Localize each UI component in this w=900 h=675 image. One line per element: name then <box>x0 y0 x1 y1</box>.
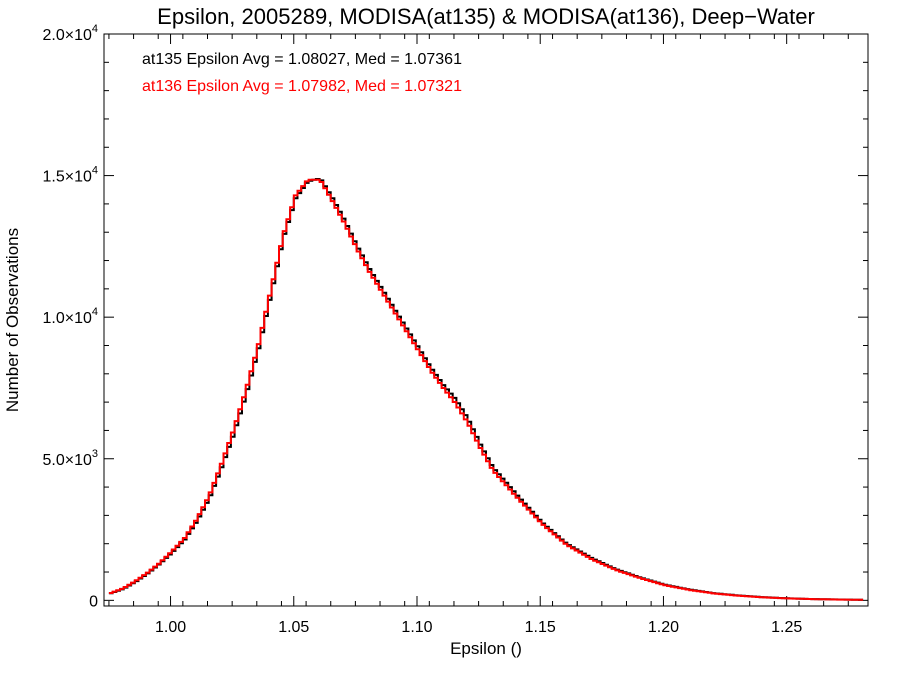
y-tick-label: 5.0×103 <box>42 448 98 469</box>
x-tick-label: 1.10 <box>401 619 432 636</box>
x-tick-label: 1.25 <box>771 619 802 636</box>
chart-title: Epsilon, 2005289, MODISA(at135) & MODISA… <box>157 4 815 29</box>
y-axis-label: Number of Observations <box>3 228 22 412</box>
y-tick-label: 2.0×104 <box>42 23 98 44</box>
x-axis-label: Epsilon () <box>450 639 522 658</box>
y-tick-label: 0 <box>89 593 98 610</box>
annotations: at135 Epsilon Avg = 1.08027, Med = 1.073… <box>142 51 462 95</box>
series-at135-line <box>108 178 864 601</box>
plot-frame <box>103 33 869 607</box>
x-tick-label: 1.05 <box>278 619 309 636</box>
x-tick-label: 1.15 <box>525 619 556 636</box>
series-layer <box>108 178 864 601</box>
y-tick-label: 1.5×104 <box>42 165 98 186</box>
annotation-1: at135 Epsilon Avg = 1.08027, Med = 1.073… <box>142 51 462 68</box>
x-tick-label: 1.00 <box>155 619 186 636</box>
y-tick-label: 1.0×104 <box>42 306 98 327</box>
series-at136-line <box>108 178 864 601</box>
axis-ticks: 1.00 1.05 1.10 1.15 1.20 1.25 0 5.0×103 1.0×104 1… <box>42 23 868 636</box>
x-tick-label: 1.20 <box>648 619 679 636</box>
annotation-2: at136 Epsilon Avg = 1.07982, Med = 1.073… <box>142 78 462 95</box>
